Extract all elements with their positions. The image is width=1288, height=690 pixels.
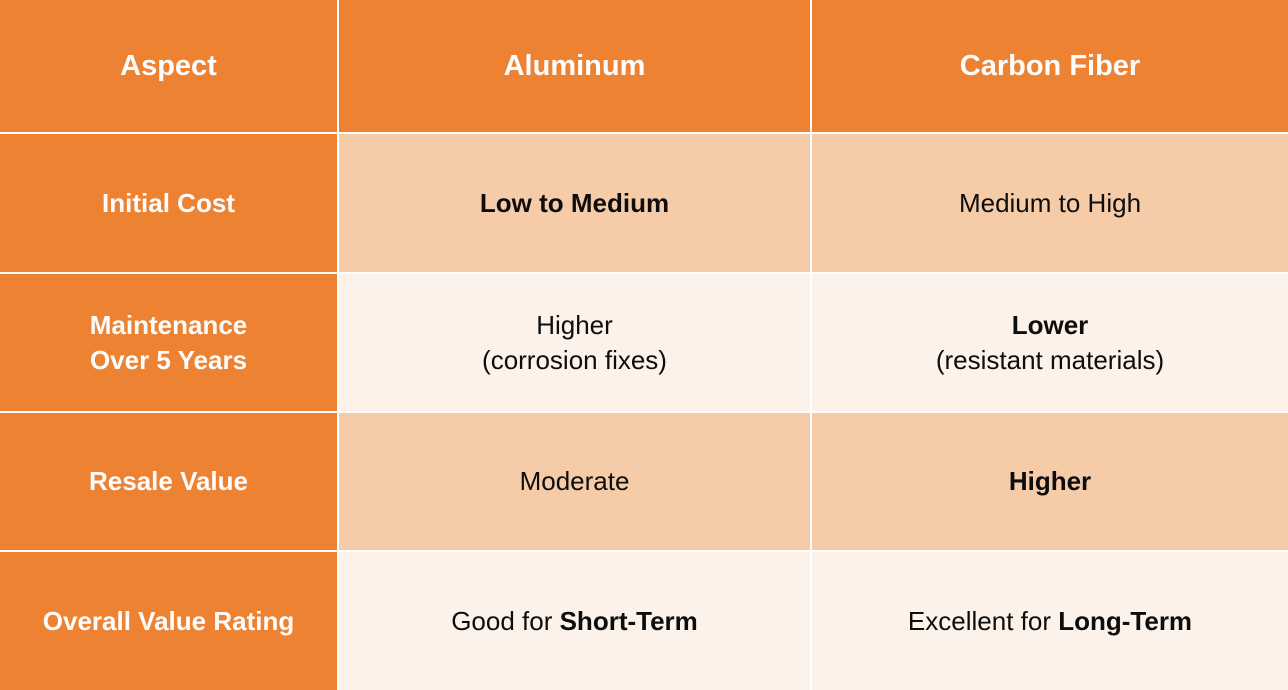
header-label-aspect: Aspect xyxy=(120,49,217,82)
cell-value-text: Excellent for Long-Term xyxy=(908,604,1192,638)
cell-resale-carbon: Higher xyxy=(812,413,1288,550)
cell-value-line1: Higher xyxy=(536,310,613,341)
cell-value-line2: (corrosion fixes) xyxy=(482,344,667,375)
cell-value-line1: Lower xyxy=(1011,310,1089,341)
row-label-text: Overall Value Rating xyxy=(42,605,295,636)
cell-overall-carbon: Excellent for Long-Term xyxy=(812,552,1288,690)
cell-overall-aluminum: Good for Short-Term xyxy=(339,552,810,690)
header-label-aluminum: Aluminum xyxy=(503,49,646,82)
cell-value-text: Moderate xyxy=(519,466,630,497)
row-label-resale-value: Resale Value xyxy=(0,413,337,550)
cell-maintenance-aluminum: Higher (corrosion fixes) xyxy=(339,274,810,411)
header-cell-aspect: Aspect xyxy=(0,0,337,132)
cell-value-prefix: Good for xyxy=(451,605,560,636)
cell-value-text: Low to Medium xyxy=(479,187,670,218)
row-label-maintenance: Maintenance Over 5 Years xyxy=(0,274,337,411)
row-label-initial-cost: Initial Cost xyxy=(0,134,337,272)
cell-value-text: Medium to High xyxy=(958,187,1142,218)
row-label-line2: Over 5 Years xyxy=(89,344,248,375)
cell-maintenance-carbon: Lower (resistant materials) xyxy=(812,274,1288,411)
cell-value-text: Higher xyxy=(1008,466,1092,497)
header-cell-aluminum: Aluminum xyxy=(339,0,810,132)
row-label-text: Resale Value xyxy=(89,466,248,497)
cell-value-term: Long-Term xyxy=(1058,605,1193,636)
row-label-line1: Maintenance xyxy=(89,310,248,341)
cell-value-prefix: Excellent for xyxy=(907,605,1059,636)
header-cell-carbon-fiber: Carbon Fiber xyxy=(812,0,1288,132)
cell-value-text: Good for Short-Term xyxy=(451,604,698,638)
cell-value-term: Short-Term xyxy=(559,605,698,636)
cell-initial-cost-carbon: Medium to High xyxy=(812,134,1288,272)
header-label-carbon-fiber: Carbon Fiber xyxy=(959,49,1141,82)
cell-resale-aluminum: Moderate xyxy=(339,413,810,550)
cell-value-line2: (resistant materials) xyxy=(935,344,1165,375)
row-label-overall-value-rating: Overall Value Rating xyxy=(0,552,337,690)
row-label-text: Initial Cost xyxy=(102,187,235,218)
cell-initial-cost-aluminum: Low to Medium xyxy=(339,134,810,272)
